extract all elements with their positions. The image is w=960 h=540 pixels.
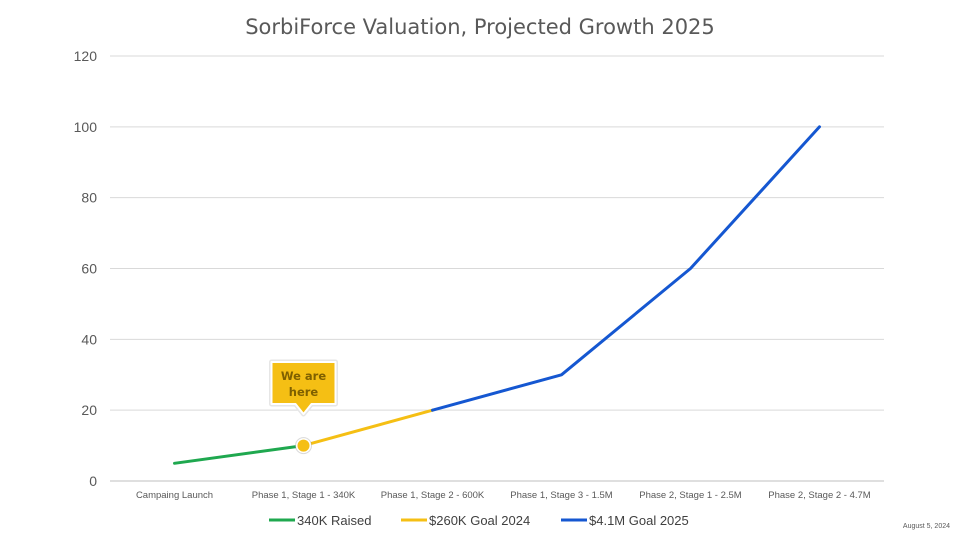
- y-tick-label: 120: [74, 48, 98, 64]
- x-axis-ticks: Campaing Launch Phase 1, Stage 1 - 340K Ph…: [136, 490, 871, 501]
- legend-item[interactable]: 340K Raised: [269, 513, 371, 528]
- date-note: August 5, 2024: [902, 523, 950, 530]
- callout-text: here: [289, 385, 319, 399]
- x-tick-label: Phase 2, Stage 1 - 2.5M: [639, 490, 742, 501]
- marker-point: [297, 439, 310, 452]
- legend-label: $4.1M Goal 2025: [589, 513, 689, 528]
- legend-label: $260K Goal 2024: [429, 513, 530, 528]
- x-tick-label: Phase 1, Stage 1 - 340K: [252, 490, 356, 501]
- series-line: [302, 408, 434, 448]
- series-lines: [173, 125, 821, 465]
- y-tick-label: 60: [81, 261, 97, 277]
- y-tick-label: 40: [81, 331, 97, 347]
- y-axis-ticks: 0 20 40 60 80 100 120: [74, 48, 98, 489]
- y-tick-label: 80: [81, 190, 97, 206]
- legend-label: 340K Raised: [297, 513, 371, 528]
- series-line: [173, 444, 305, 465]
- y-tick-label: 0: [89, 473, 97, 489]
- y-tick-label: 100: [74, 119, 98, 135]
- we-are-here-callout: We are here: [269, 359, 338, 455]
- x-tick-label: Phase 1, Stage 3 - 1.5M: [510, 490, 613, 501]
- legend-item[interactable]: $260K Goal 2024: [401, 513, 530, 528]
- series-line: [431, 125, 821, 412]
- callout-box: [270, 361, 337, 415]
- callout-text: We are: [281, 369, 327, 383]
- x-tick-label: Phase 1, Stage 2 - 600K: [381, 490, 485, 501]
- y-tick-label: 20: [81, 402, 97, 418]
- chart-title: SorbiForce Valuation, Projected Growth 2…: [245, 15, 715, 39]
- legend-item[interactable]: $4.1M Goal 2025: [561, 513, 689, 528]
- legend[interactable]: 340K Raised $260K Goal 2024 $4.1M Goal 202…: [269, 513, 689, 528]
- x-tick-label: Campaing Launch: [136, 490, 213, 501]
- gridlines: [110, 55, 884, 482]
- x-tick-label: Phase 2, Stage 2 - 4.7M: [768, 490, 871, 501]
